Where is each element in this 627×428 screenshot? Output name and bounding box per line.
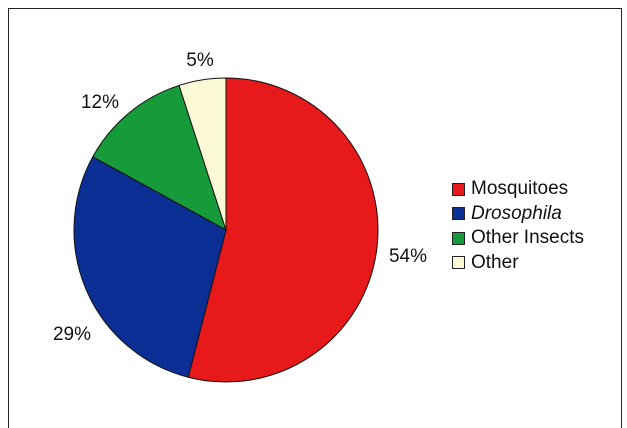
pie-slice-other [178, 77, 227, 231]
pie-slice-other-insects [92, 84, 227, 232]
legend-item-other: Other [452, 251, 584, 276]
legend-item-drosophila: Drosophila [452, 202, 584, 227]
pie-slice-drosophila [73, 156, 227, 378]
legend-label: Other [471, 251, 519, 273]
slice-label-other-insects: 12% [81, 92, 119, 113]
legend-item-other-insects: Other Insects [452, 226, 584, 251]
legend-item-mosquitoes: Mosquitoes [452, 177, 584, 202]
legend-swatch [452, 207, 465, 221]
legend-swatch [452, 182, 465, 196]
legend-swatch [452, 231, 465, 245]
slice-label-other: 5% [186, 50, 214, 71]
legend: Mosquitoes Drosophila Other Insects Other [452, 177, 584, 275]
chart-frame [8, 8, 622, 428]
legend-label: Mosquitoes [471, 178, 569, 200]
legend-swatch [452, 256, 465, 270]
slice-label-drosophila: 29% [53, 324, 91, 345]
legend-label: Drosophila [471, 202, 562, 224]
slice-label-mosquitoes: 54% [389, 246, 427, 267]
pie-slice-mosquitoes [187, 77, 379, 383]
legend-label: Other Insects [471, 227, 584, 249]
